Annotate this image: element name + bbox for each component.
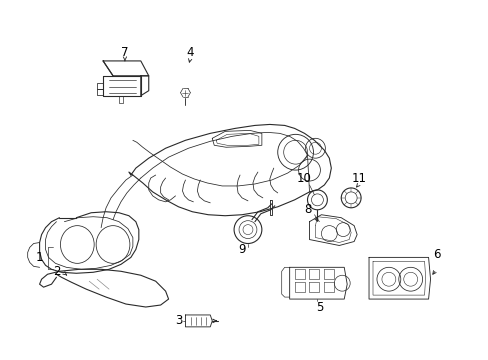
Text: 4: 4 (186, 46, 194, 59)
Text: 1: 1 (36, 251, 43, 264)
Text: 7: 7 (121, 46, 128, 59)
Text: 6: 6 (432, 248, 439, 261)
Text: 8: 8 (303, 203, 310, 216)
Text: 3: 3 (175, 314, 182, 327)
Text: 11: 11 (351, 171, 366, 185)
Text: 2: 2 (53, 265, 60, 278)
Text: 5: 5 (315, 301, 323, 314)
Text: 10: 10 (297, 171, 311, 185)
Text: 9: 9 (238, 243, 245, 256)
